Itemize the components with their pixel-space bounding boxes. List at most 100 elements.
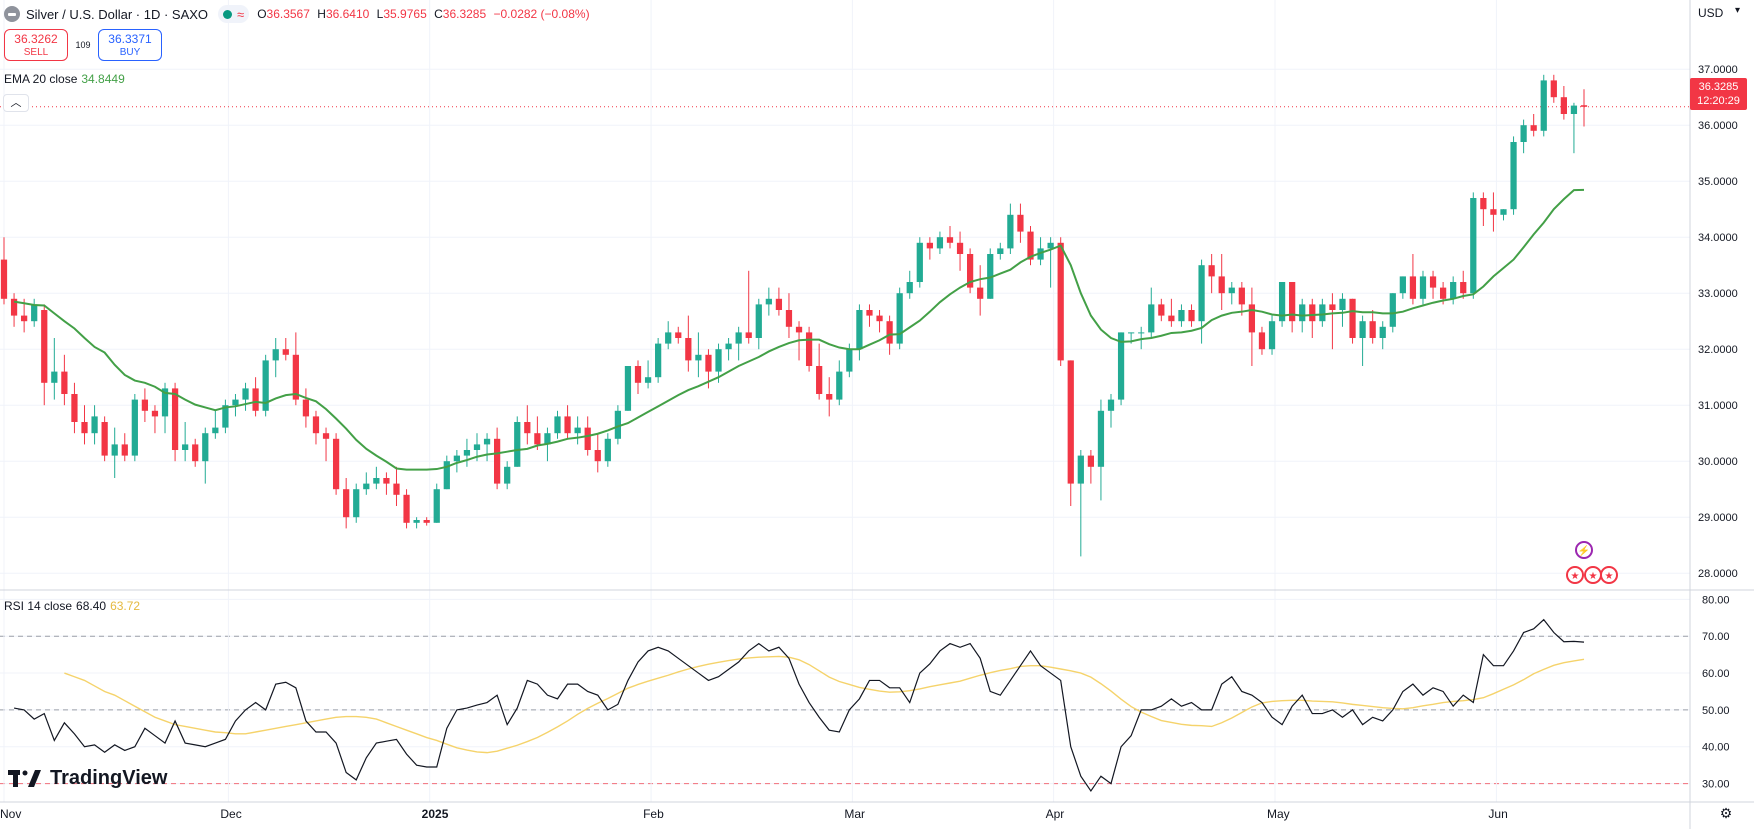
tradingview-logo[interactable]: TradingView xyxy=(8,767,167,790)
candle-body xyxy=(956,242,964,254)
candle-body xyxy=(544,433,551,445)
candle-body xyxy=(272,349,279,361)
candle-body xyxy=(332,438,340,490)
candle-body xyxy=(584,427,591,450)
candle-body xyxy=(856,310,863,350)
high-label: H xyxy=(317,7,326,21)
market-status-pill[interactable]: ≈ xyxy=(218,5,250,23)
open-value: 36.3567 xyxy=(266,7,310,21)
chevron-up-icon: ︿ xyxy=(10,97,22,109)
sell-price: 36.3262 xyxy=(14,32,58,46)
candle-body xyxy=(1289,282,1296,322)
candle-body xyxy=(1500,209,1507,215)
rsi-tick-label: 70.00 xyxy=(1702,631,1730,643)
candle-body xyxy=(594,450,601,462)
candle-body xyxy=(1188,310,1195,322)
candle-body xyxy=(393,483,400,495)
candle-body xyxy=(745,332,752,338)
candle-body xyxy=(705,354,712,372)
candle-body xyxy=(966,254,974,288)
silver-symbol-icon[interactable] xyxy=(4,6,20,22)
candle-body xyxy=(463,450,471,456)
candle-body xyxy=(1198,265,1205,322)
candle-body xyxy=(715,349,722,372)
last-price-tag: 36.3285 12:20:29 xyxy=(1690,78,1747,110)
candle-body xyxy=(121,444,128,456)
buy-button[interactable]: 36.3371 BUY xyxy=(98,29,162,61)
candle-body xyxy=(997,248,1004,254)
candle-body xyxy=(946,237,954,243)
rsi-tick-label: 50.00 xyxy=(1702,705,1730,717)
candle-body xyxy=(1258,332,1266,350)
time-axis-label: 2025 xyxy=(422,807,449,821)
time-axis-label: Jun xyxy=(1488,807,1507,821)
price-tick-label: 37.0000 xyxy=(1698,64,1738,76)
candle-body xyxy=(886,321,893,344)
candle-body xyxy=(1248,304,1256,333)
candle-body xyxy=(232,399,239,406)
symbol-header: Silver / U.S. Dollar · 1D · SAXO ≈ O36.3… xyxy=(4,4,594,24)
candle-body xyxy=(765,298,772,305)
candle-body xyxy=(61,371,68,394)
candle-body xyxy=(31,304,38,322)
sell-button[interactable]: 36.3262 SELL xyxy=(4,29,68,61)
candle-body xyxy=(403,494,410,523)
candle-body xyxy=(343,489,350,518)
trade-panel: 36.3262 SELL 109 36.3371 BUY xyxy=(4,29,162,61)
collapse-legend-button[interactable]: ︿ xyxy=(3,94,29,112)
candle-body xyxy=(262,360,269,411)
candle-body xyxy=(111,444,118,456)
candle-body xyxy=(1439,287,1447,299)
candle-body xyxy=(312,416,320,434)
low-label: L xyxy=(376,7,384,21)
candle-body xyxy=(71,394,78,422)
candle-body xyxy=(906,282,913,294)
time-axis-label: Feb xyxy=(643,807,664,821)
candle-body xyxy=(1520,125,1527,142)
candle-body xyxy=(41,310,48,383)
price-tick-label: 36.0000 xyxy=(1698,120,1738,132)
candle-body xyxy=(1369,321,1376,338)
symbol-title[interactable]: Silver / U.S. Dollar · 1D · SAXO xyxy=(26,6,209,22)
candle-body xyxy=(1007,214,1014,249)
candle-body xyxy=(171,388,179,450)
candle-body xyxy=(1238,287,1245,305)
candle-body xyxy=(987,254,994,299)
candle-body xyxy=(413,520,420,523)
high-value: 36.6410 xyxy=(325,7,370,21)
brand-name: TradingView xyxy=(50,767,168,789)
buy-label: BUY xyxy=(119,47,141,58)
close-label: C xyxy=(434,7,443,21)
candle-body xyxy=(1580,105,1588,107)
us-flag-event-icon[interactable]: ★ xyxy=(1600,566,1618,584)
us-flag-event-icon[interactable]: ★ xyxy=(1566,566,1584,584)
rsi-tick-label: 60.00 xyxy=(1702,668,1730,680)
candle-body xyxy=(1117,332,1125,400)
currency-selector[interactable]: USD xyxy=(1690,0,1754,25)
candle-body xyxy=(1490,209,1497,215)
sell-label: SELL xyxy=(23,47,49,58)
ema-legend[interactable]: EMA 20 close 34.8449 xyxy=(4,72,125,86)
tradingview-mark-icon xyxy=(8,769,41,787)
candle-body xyxy=(81,422,88,434)
candle-body xyxy=(101,422,108,456)
candle-body xyxy=(131,399,138,456)
candle-body xyxy=(534,433,541,445)
candle-body xyxy=(242,388,249,400)
candle-body xyxy=(1017,214,1024,232)
candle-body xyxy=(10,298,18,316)
candle-body xyxy=(1550,80,1557,98)
candle-body xyxy=(1399,276,1406,294)
candle-body xyxy=(755,304,762,338)
settings-gear-icon[interactable]: ⚙ xyxy=(1719,805,1733,821)
price-tick-label: 28.0000 xyxy=(1698,568,1738,580)
candle-body xyxy=(675,332,682,338)
candle-body xyxy=(795,326,803,333)
candle-body xyxy=(252,388,259,411)
rsi-tick-label: 30.00 xyxy=(1702,779,1730,791)
rsi-legend[interactable]: RSI 14 close 68.40 63.72 xyxy=(4,599,140,613)
candle-body xyxy=(876,315,883,322)
lightning-event-icon[interactable]: ⚡ xyxy=(1575,541,1593,559)
time-axis-label: Mar xyxy=(844,807,865,821)
